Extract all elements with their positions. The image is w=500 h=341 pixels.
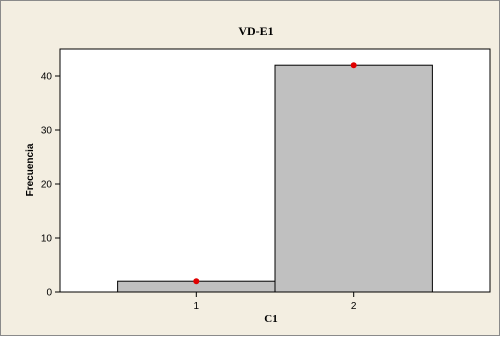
y-axis-label: Frecuencia (25, 143, 36, 196)
point-2 (350, 62, 357, 69)
chart-title: VD-E1 (238, 24, 273, 38)
bars (117, 64, 433, 293)
y-axis: 0 10 20 30 40 (41, 72, 60, 299)
y-tick-label-3: 30 (41, 126, 53, 137)
point-1 (193, 278, 200, 285)
y-tick-label-4: 40 (41, 72, 53, 83)
y-tick-label-2: 20 (41, 180, 53, 191)
x-tick-label-2: 2 (351, 301, 357, 312)
bar-2 (274, 64, 433, 293)
x-axis-label: C1 (264, 313, 277, 325)
y-tick-label-1: 10 (41, 234, 53, 245)
points (193, 62, 357, 285)
y-tick-label-0: 0 (46, 288, 52, 299)
x-tick-label-1: 1 (194, 301, 200, 312)
